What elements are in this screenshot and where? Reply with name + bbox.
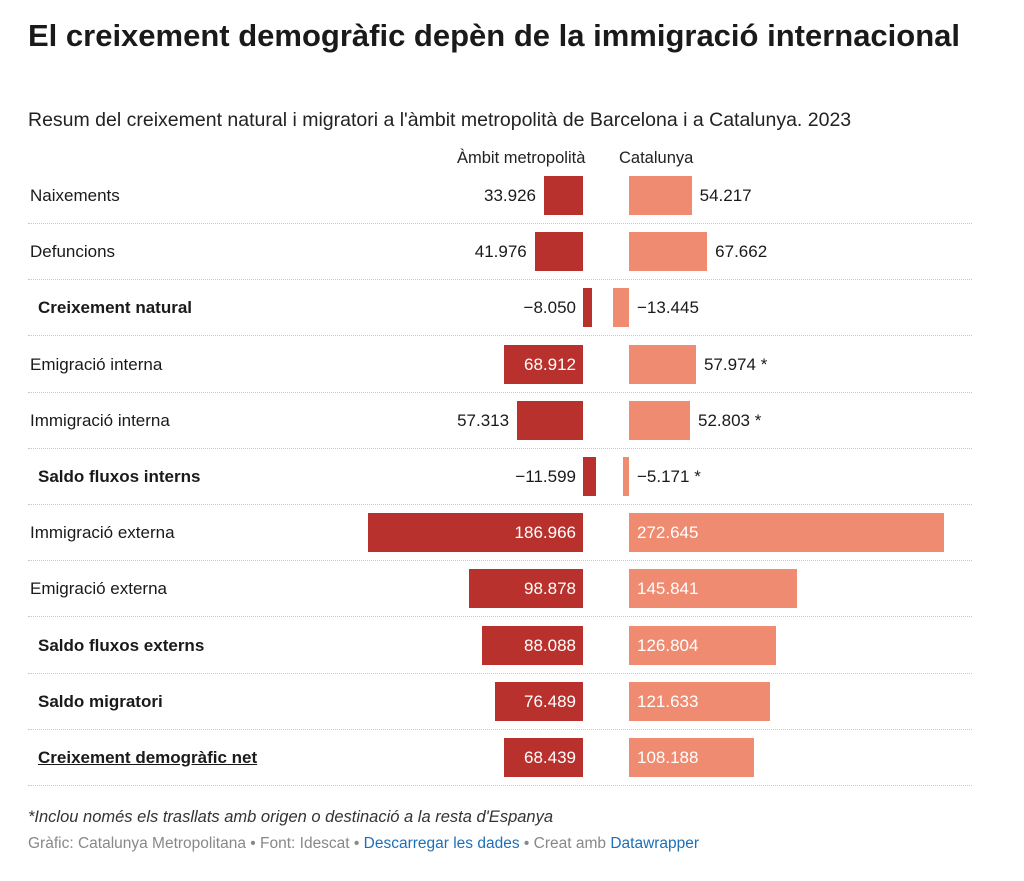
value-label-metro: 68.912: [524, 354, 576, 374]
row-label: Emigració externa: [30, 579, 168, 599]
value-label-metro: 41.976: [474, 242, 527, 262]
bar-catalunya: [613, 288, 629, 328]
value-label-catalunya: 121.633: [637, 691, 699, 711]
value-label-catalunya: 67.662: [715, 242, 768, 262]
table-row: Saldo migratori 76.489 121.633: [28, 674, 972, 730]
row-divider: [28, 785, 972, 786]
row-divider: [28, 672, 972, 674]
bar-metro: [495, 681, 583, 721]
row-label: Emigració interna: [30, 354, 163, 374]
row-divider: [28, 504, 972, 505]
value-label-metro: 57.313: [457, 410, 510, 430]
bar-catalunya: [629, 513, 944, 553]
row-label: Saldo fluxos interns: [38, 467, 201, 486]
bar-catalunya: [623, 457, 629, 496]
value-label-metro: 33.926: [484, 186, 536, 205]
bar-catalunya: [629, 176, 692, 215]
bar-metro: [543, 176, 583, 215]
row-label: Immigració externa: [30, 523, 175, 543]
bar-metro: [583, 288, 593, 328]
source-credit: Gràfic: Catalunya Metropolitana • Font: …: [28, 835, 364, 852]
row-label: Defuncions: [30, 242, 116, 262]
row-divider: [28, 279, 972, 281]
value-label-catalunya: −13.445: [637, 298, 699, 318]
table-row: Creixement natural −8.050 −13.445: [28, 280, 972, 337]
row-label: Saldo fluxos externs: [38, 635, 205, 655]
value-label-catalunya: 57.974 *: [703, 354, 768, 374]
table-row: Emigració interna 68.912 57.974 *: [28, 337, 972, 393]
table-row: Defuncions 41.976 67.662: [28, 224, 972, 281]
row-label: Saldo migratori: [38, 691, 163, 711]
source-line: Gràfic: Catalunya Metropolitana • Font: …: [28, 834, 699, 854]
bar-metro: [481, 625, 583, 665]
column-header-catalunya: Catalunya: [619, 149, 694, 167]
row-label: Creixement natural: [38, 298, 192, 318]
bar-metro: [503, 344, 583, 384]
chart-title: El creixement demogràfic depèn de la imm…: [28, 18, 961, 53]
row-divider: [28, 560, 972, 562]
split-bar-chart: Naixements 33.926 54.217 Defuncions 41.976 67…: [0, 168, 1024, 788]
value-label-catalunya: 54.217: [699, 186, 752, 205]
bar-catalunya: [629, 344, 696, 384]
bar-metro: [469, 569, 583, 609]
table-row: Emigració externa 98.878 145.841: [28, 561, 972, 618]
value-label-catalunya: 145.841: [637, 579, 699, 599]
bar-catalunya: [629, 681, 770, 721]
bar-metro: [504, 738, 583, 777]
value-label-metro: 68.439: [524, 748, 576, 767]
value-label-catalunya: 108.188: [637, 748, 699, 767]
row-label: Naixements: [30, 186, 120, 205]
bar-catalunya: [629, 625, 776, 665]
value-label-metro: 98.878: [524, 579, 576, 599]
table-row: Creixement demogràfic net 68.439 108.188: [28, 730, 972, 786]
column-header-metro: Àmbit metropolità: [457, 149, 586, 167]
row-label: Immigració interna: [30, 410, 170, 430]
value-label-metro: 76.489: [524, 691, 576, 711]
bar-catalunya: [629, 738, 754, 777]
value-label-catalunya: 52.803 *: [698, 410, 762, 430]
value-label-catalunya: 272.645: [637, 523, 699, 543]
source-created-with: • Creat amb: [519, 835, 611, 852]
row-divider: [28, 335, 972, 337]
chart-subtitle: Resum del creixement natural i migratori…: [28, 109, 852, 131]
datawrapper-link[interactable]: Datawrapper: [610, 835, 700, 852]
value-label-catalunya: 126.804: [637, 635, 699, 655]
row-divider: [28, 616, 972, 618]
bar-metro: [517, 400, 583, 440]
value-label-metro: 88.088: [524, 635, 576, 655]
bar-catalunya: [629, 232, 708, 272]
table-row: Saldo fluxos interns −11.599 −5.171 *: [28, 449, 972, 505]
table-row: Immigració interna 57.313 52.803 *: [28, 393, 972, 449]
footnote: *Inclou només els trasllats amb origen o…: [28, 808, 554, 826]
row-divider: [28, 447, 972, 449]
table-row: Immigració externa 186.966 272.645: [28, 505, 972, 562]
bar-catalunya: [629, 400, 690, 440]
value-label-metro: 186.966: [514, 523, 576, 543]
row-divider: [28, 223, 972, 224]
row-label: Creixement demogràfic net: [38, 748, 258, 767]
bar-metro: [583, 457, 597, 496]
table-row: Saldo fluxos externs 88.088 126.804: [28, 618, 972, 674]
row-divider: [28, 391, 972, 393]
bar-metro: [368, 513, 583, 553]
download-data-link[interactable]: Descarregar les dades: [363, 835, 520, 852]
bar-metro: [534, 232, 583, 272]
value-label-metro: −8.050: [523, 298, 576, 318]
row-divider: [28, 728, 972, 730]
bar-catalunya: [629, 569, 798, 609]
value-label-catalunya: −5.171 *: [637, 467, 701, 486]
table-row: Naixements 33.926 54.217: [28, 168, 972, 224]
value-label-metro: −11.599: [515, 467, 576, 486]
